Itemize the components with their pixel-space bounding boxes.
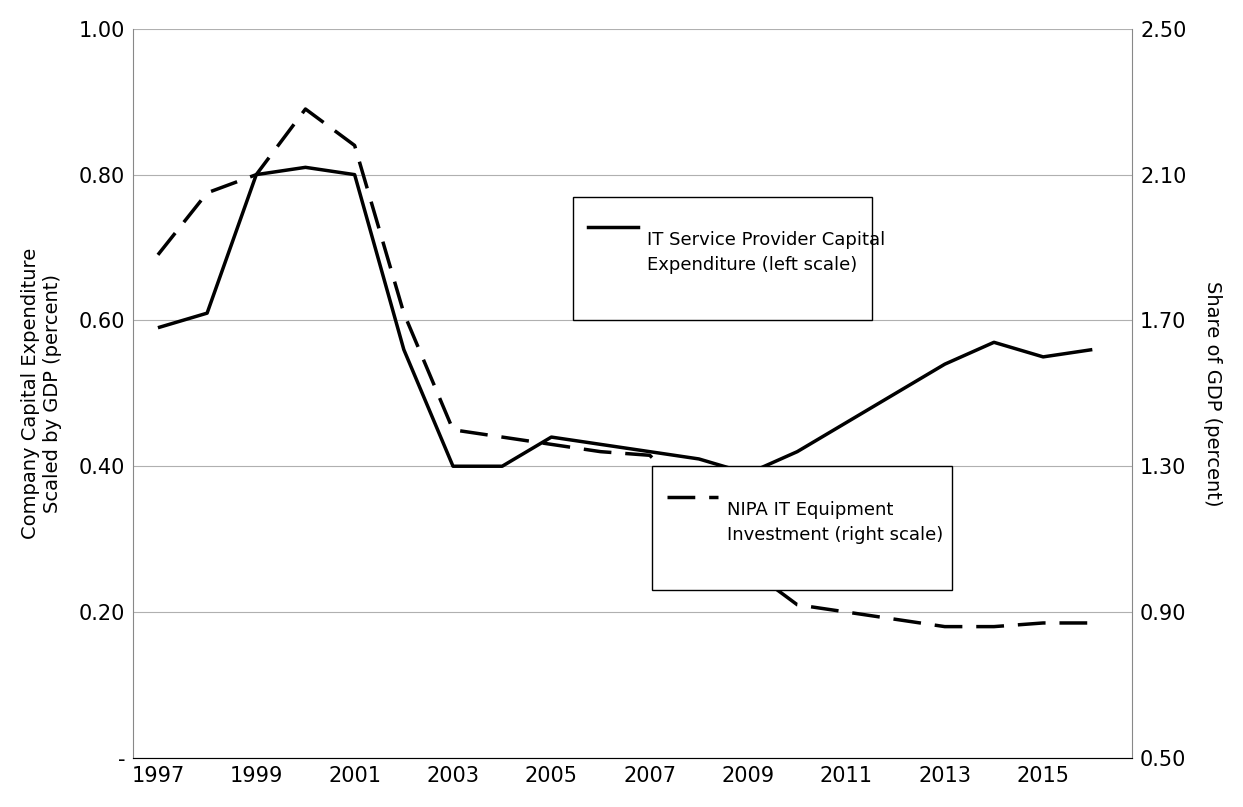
Y-axis label: Company Capital Expenditure
Scaled by GDP (percent): Company Capital Expenditure Scaled by GD… [21, 248, 62, 539]
Y-axis label: Share of GDP (percent): Share of GDP (percent) [1203, 281, 1222, 506]
